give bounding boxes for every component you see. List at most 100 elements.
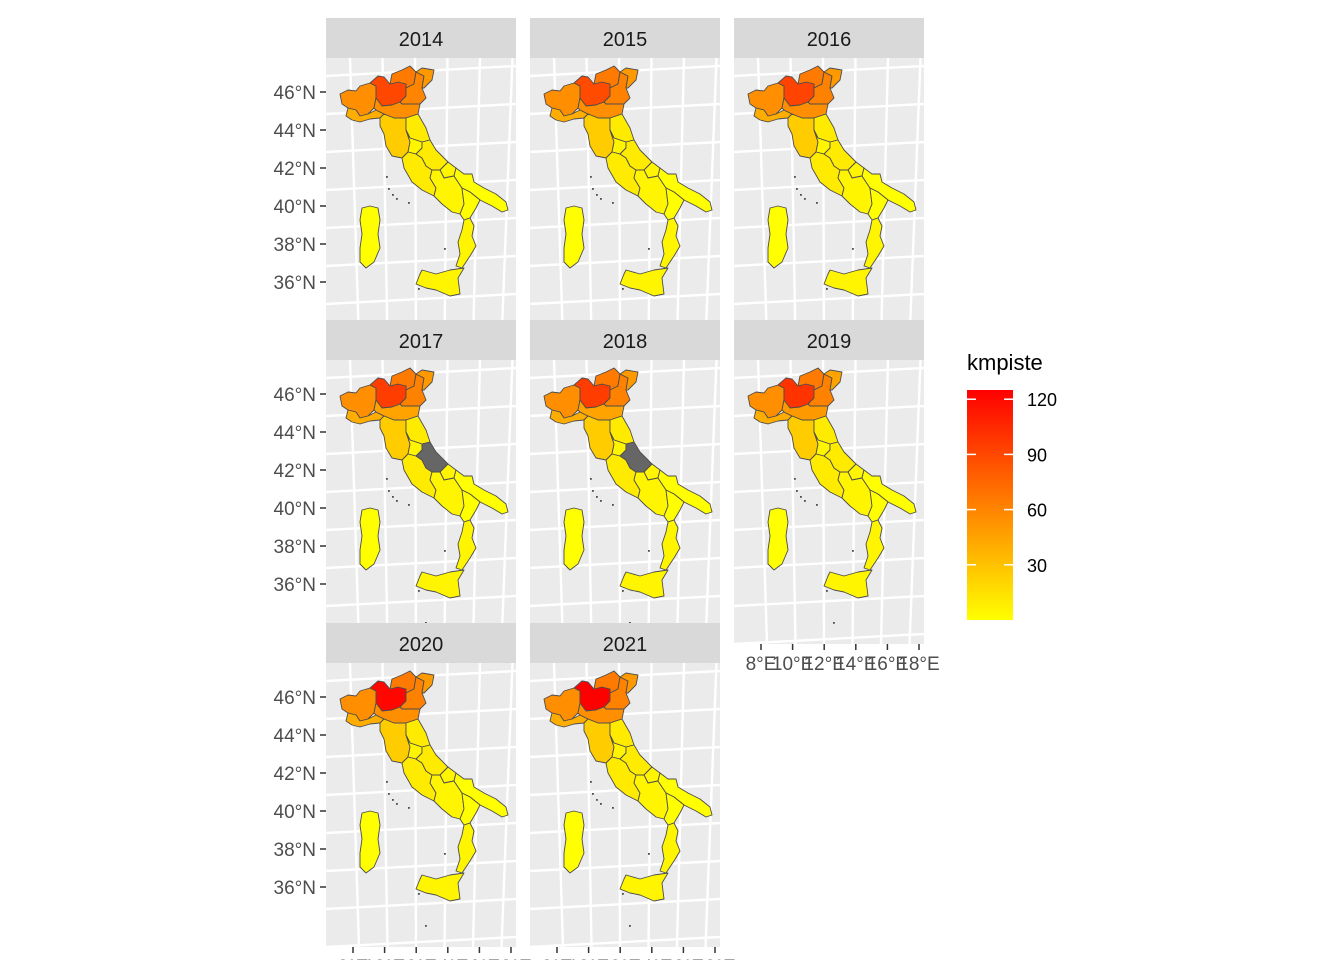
island-speck <box>826 288 828 290</box>
island-speck <box>386 781 388 783</box>
region-sardegna <box>563 810 585 874</box>
island-speck <box>622 288 624 290</box>
island-speck <box>796 188 798 190</box>
island-speck <box>622 893 624 895</box>
island-speck <box>600 500 602 502</box>
island-speck <box>425 622 427 624</box>
island-speck <box>800 194 802 196</box>
legend-colorbar <box>967 390 1013 620</box>
island-speck <box>444 248 446 250</box>
facet-panel: 202046°N44°N42°N40°N38°N36°N8°E10°E12°E1… <box>274 623 532 965</box>
region-sardegna <box>359 507 381 571</box>
region-calabria <box>863 217 885 269</box>
legend-tick-label: 30 <box>1027 556 1047 576</box>
island-speck <box>804 500 806 502</box>
island-speck <box>600 198 602 200</box>
facet-label: 2019 <box>807 331 852 353</box>
region-friuli <box>823 369 843 391</box>
y-tick-label: 44°N <box>274 726 316 747</box>
facet-label: 2014 <box>399 29 444 51</box>
region-calabria <box>659 822 681 874</box>
island-speck <box>388 793 390 795</box>
region-emilia <box>373 399 421 421</box>
region-sardegna <box>767 205 789 269</box>
facet-label: 2017 <box>399 331 444 353</box>
region-sicilia <box>619 872 669 902</box>
region-friuli <box>619 672 639 694</box>
legend-title: kmpiste <box>967 350 1043 375</box>
island-speck <box>444 550 446 552</box>
region-sardegna <box>563 205 585 269</box>
x-tick-label: 14°E <box>835 654 876 675</box>
y-tick-label: 46°N <box>274 688 316 709</box>
legend-tick-label: 90 <box>1027 445 1047 465</box>
italy-map <box>339 367 509 624</box>
region-sicilia <box>619 267 669 297</box>
island-speck <box>816 504 818 506</box>
region-sardegna <box>563 507 585 571</box>
y-tick-label: 44°N <box>274 121 316 142</box>
italy-map <box>747 65 917 322</box>
y-tick-label: 38°N <box>274 235 316 256</box>
x-tick-label: 8°E <box>746 654 777 675</box>
y-tick-label: 40°N <box>274 499 316 520</box>
region-calabria <box>659 217 681 269</box>
y-tick-label: 40°N <box>274 802 316 823</box>
island-speck <box>800 496 802 498</box>
facet-label: 2016 <box>807 29 852 51</box>
facet-panel: 2019 8°E10°E12°E14°E16°E18°E <box>734 320 940 675</box>
facet-panel: 2014 46°N 44°N 42°N 40°N 38°N 36°N <box>274 18 516 342</box>
island-speck <box>418 893 420 895</box>
facet-panel: 2016 <box>734 18 924 342</box>
island-speck <box>794 478 796 480</box>
facet-panels: 2014 46°N 44°N 42°N 40°N 38°N 36°N 2015 2016 2017… <box>274 18 940 965</box>
island-speck <box>612 807 614 809</box>
region-sicilia <box>415 267 465 297</box>
y-tick-label: 42°N <box>274 461 316 482</box>
region-emilia <box>373 702 421 724</box>
region-sicilia <box>619 569 669 599</box>
legend: kmpiste 120 90 60 30 <box>967 350 1057 620</box>
island-speck <box>592 793 594 795</box>
italy-map <box>543 65 713 322</box>
facet-strip <box>326 18 516 58</box>
region-sicilia <box>823 267 873 297</box>
island-speck <box>388 490 390 492</box>
island-speck <box>590 478 592 480</box>
facet-strip <box>530 623 720 663</box>
island-speck <box>408 504 410 506</box>
italy-map <box>543 367 713 624</box>
region-calabria <box>455 217 477 269</box>
island-speck <box>418 590 420 592</box>
island-speck <box>816 202 818 204</box>
facet-strip <box>530 18 720 58</box>
x-tick-label: 10°E <box>772 654 813 675</box>
island-speck <box>622 590 624 592</box>
island-speck <box>826 590 828 592</box>
region-emilia <box>373 97 421 119</box>
region-emilia <box>577 97 625 119</box>
region-sicilia <box>823 569 873 599</box>
y-tick-label: 42°N <box>274 159 316 180</box>
island-speck <box>386 176 388 178</box>
facet-strip <box>326 320 516 360</box>
island-speck <box>852 550 854 552</box>
facet-label: 2020 <box>399 634 444 656</box>
island-speck <box>648 853 650 855</box>
x-tick-label: 18°E <box>898 654 939 675</box>
island-speck <box>794 176 796 178</box>
island-speck <box>629 622 631 624</box>
facet-panel: 2015 <box>530 18 720 342</box>
island-speck <box>648 248 650 250</box>
island-speck <box>386 478 388 480</box>
facet-strip <box>326 623 516 663</box>
y-tick-label: 42°N <box>274 764 316 785</box>
region-emilia <box>781 97 829 119</box>
island-speck <box>392 496 394 498</box>
island-speck <box>596 496 598 498</box>
region-friuli <box>415 67 435 89</box>
island-speck <box>396 500 398 502</box>
region-friuli <box>619 67 639 89</box>
region-friuli <box>619 369 639 391</box>
